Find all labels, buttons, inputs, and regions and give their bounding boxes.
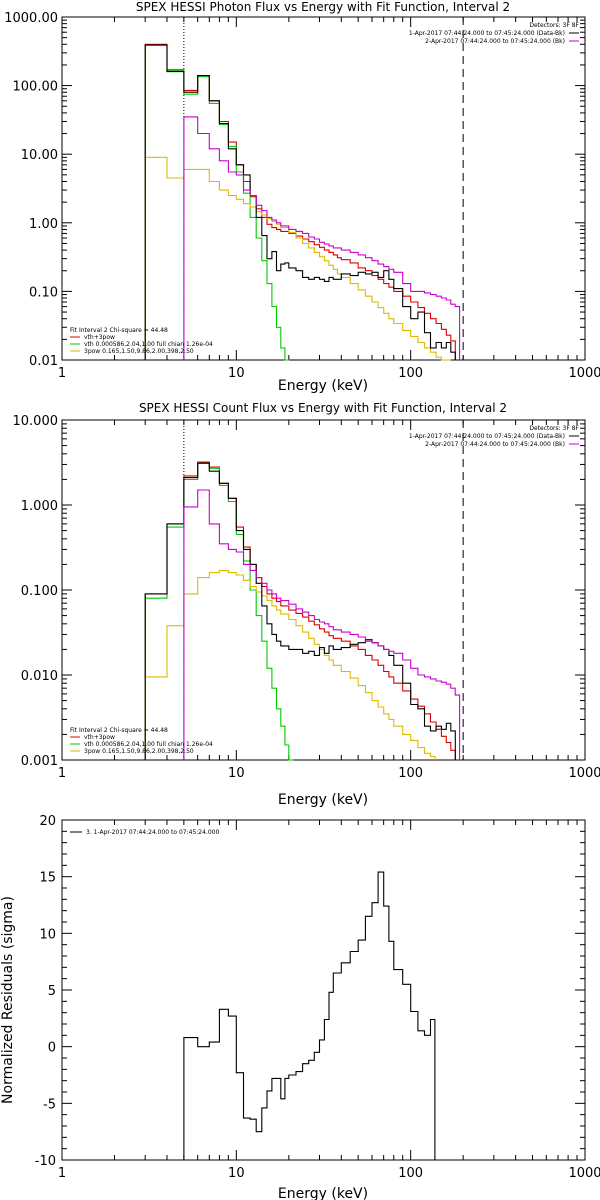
- series-line-3pow: [144, 156, 451, 361]
- detectors-label: Detectors: 3F 8F: [529, 22, 579, 29]
- x-tick-label: 100: [398, 1166, 423, 1181]
- y-tick-label: 0.01: [29, 354, 58, 369]
- x-tick-label: 1: [58, 1166, 66, 1181]
- chart-title: SPEX HESSI Count Flux vs Energy with Fit…: [139, 401, 507, 415]
- series-line-vth: [144, 44, 290, 361]
- plot-frame: [61, 16, 586, 361]
- legend-entry-text: vth 0.000586,2.04,1.00 full chian 1.26e-…: [84, 741, 213, 748]
- legend-entry-text: 2-Apr-2017 07:44:24.000 to 07:45:24.000 …: [425, 38, 565, 45]
- legend-entry-text: vth 0.000586,2.04,1.00 full chian 1.26e-…: [84, 341, 213, 348]
- plot-frame: [61, 819, 586, 1161]
- x-axis-label: Energy (keV): [278, 792, 368, 808]
- legend-entry-text: vth+3pow: [84, 334, 115, 341]
- y-tick-label: 10: [39, 927, 56, 942]
- y-tick-label: 0.100: [21, 584, 58, 599]
- fit-legend-header: Fit Interval 2 Chi-square = 44.48: [70, 727, 168, 734]
- series-line-residuals: [183, 871, 436, 1160]
- x-tick-label: 100: [398, 766, 423, 781]
- x-tick-label: 10: [228, 1166, 245, 1181]
- series-line-data-bk: [144, 44, 456, 360]
- fit-legend-header: Fit Interval 2 Chi-square = 44.48: [70, 327, 168, 334]
- series-line-bk: [183, 116, 461, 360]
- y-tick-label: 100.00: [13, 80, 59, 95]
- y-tick-label: 5: [48, 984, 56, 999]
- series-line-3pow: [144, 569, 436, 760]
- series-line-vth: [144, 462, 294, 761]
- x-tick-label: 10: [228, 366, 245, 381]
- y-tick-label: -10: [35, 1154, 56, 1169]
- y-tick-label: 0.10: [29, 285, 58, 300]
- legend-entry-text: vth+3pow: [84, 734, 115, 741]
- x-axis-label: Energy (keV): [278, 1186, 368, 1200]
- legend-entry-text: 2-Apr-2017 07:44:24.000 to 07:45:24.000 …: [425, 441, 565, 448]
- y-tick-label: 0.001: [21, 754, 58, 769]
- legend-entry-text: 1-Apr-2017 07:44:24.000 to 07:45:24.000 …: [409, 30, 565, 37]
- x-tick-label: 1: [58, 766, 66, 781]
- y-tick-label: 15: [39, 871, 56, 886]
- legend-entry-text: 3pow 0.165,1.50,9.86,2.00,398,2.50: [84, 748, 194, 755]
- y-tick-label: 1000.00: [4, 11, 58, 26]
- y-tick-label: 10.00: [21, 148, 58, 163]
- chart-title: SPEX HESSI Photon Flux vs Energy with Fi…: [136, 0, 510, 14]
- residuals-chart: Energy (keV) Normalized Residuals (sigma…: [0, 814, 600, 1200]
- y-tick-label: 20: [39, 814, 56, 829]
- series-line-bk: [183, 489, 461, 760]
- y-tick-label: 0: [48, 1041, 56, 1056]
- x-tick-label: 1000: [568, 1166, 600, 1181]
- legend-entry-text: 3pow 0.165,1.50,9.86,2.00,398,2.50: [84, 348, 194, 355]
- series-line-data-bk: [144, 462, 456, 760]
- x-tick-label: 1: [58, 366, 66, 381]
- x-tick-label: 1000: [568, 366, 600, 381]
- y-tick-label: 1.00: [29, 217, 58, 232]
- x-tick-label: 1000: [568, 766, 600, 781]
- x-tick-label: 10: [228, 766, 245, 781]
- x-tick-label: 100: [398, 366, 423, 381]
- legend-entry-text: 3. 1-Apr-2017 07:44:24.000 to 07:45:24.0…: [86, 829, 219, 836]
- x-axis-label: Energy (keV): [278, 378, 368, 394]
- plot-frame: [61, 419, 586, 761]
- detectors-label: Detectors: 3F 8F: [529, 425, 579, 432]
- photon-flux-chart: SPEX HESSI Photon Flux vs Energy with Fi…: [4, 0, 600, 394]
- y-tick-label: 0.010: [21, 669, 58, 684]
- count-flux-chart: SPEX HESSI Count Flux vs Energy with Fit…: [13, 401, 600, 808]
- y-tick-label: -5: [43, 1097, 56, 1112]
- y-tick-label: 10.000: [13, 414, 59, 429]
- y-tick-label: 1.000: [21, 499, 58, 514]
- legend-entry-text: 1-Apr-2017 07:44:24.000 to 07:45:24.000 …: [409, 433, 565, 440]
- y-axis-label: Normalized Residuals (sigma): [0, 896, 16, 1104]
